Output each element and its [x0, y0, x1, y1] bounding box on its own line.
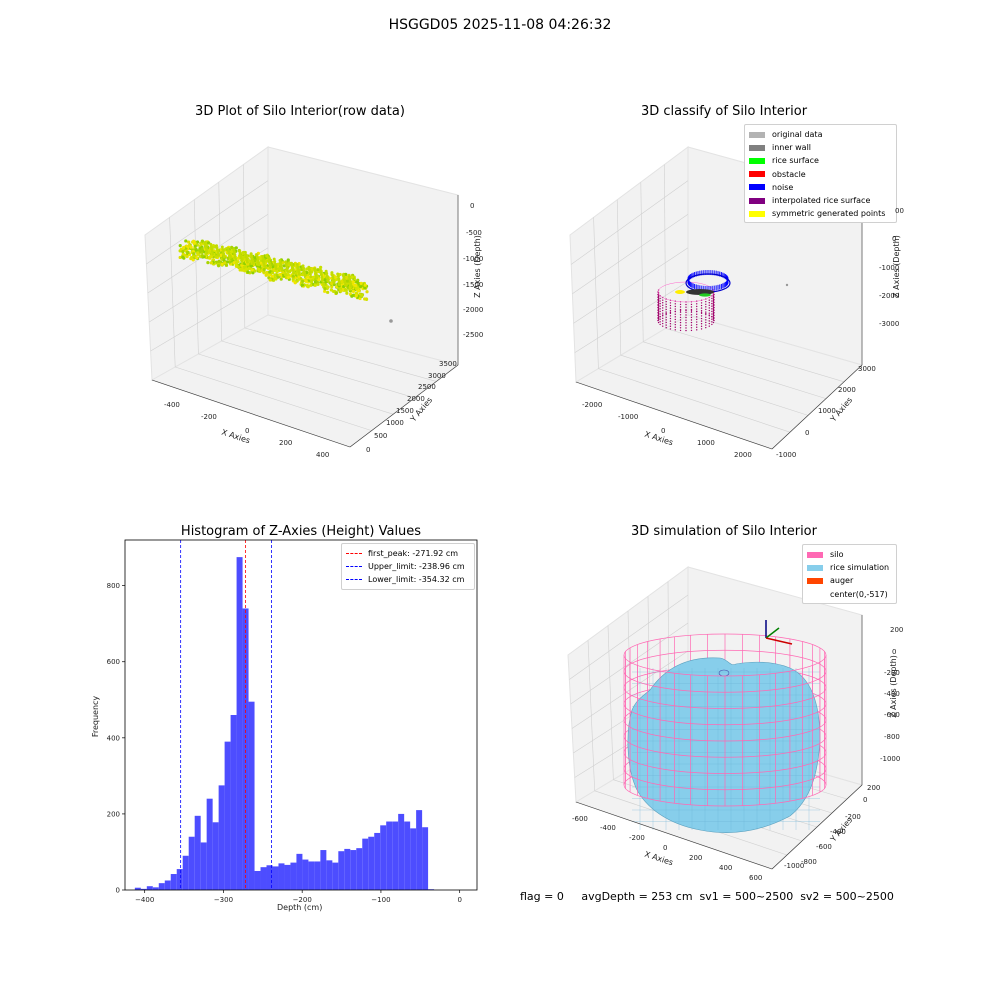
legend-swatch — [807, 578, 823, 584]
p4-ztick: -1000 — [880, 755, 900, 763]
status-footer: flag = 0 avgDepth = 253 cm sv1 = 500~250… — [520, 890, 894, 903]
legend-label: silo — [830, 550, 844, 559]
p4-xtick: 600 — [749, 874, 762, 882]
p4-ytick: -1000 — [784, 862, 804, 870]
legend-swatch — [807, 552, 823, 558]
p4-xtick: -600 — [572, 815, 588, 823]
p4-xtick: 0 — [663, 844, 667, 852]
legend-swatch — [807, 591, 823, 597]
p4-xtick: -400 — [600, 824, 616, 832]
legend-label: rice simulation — [830, 563, 889, 572]
legend-swatch — [807, 565, 823, 571]
p4-xtick: -200 — [629, 834, 645, 842]
legend-label: center(0,-517) — [830, 590, 888, 599]
rice-surface — [628, 658, 820, 833]
p4-ytick: -600 — [816, 843, 832, 851]
p4-zlabel: Z Axies (Depth) — [889, 655, 898, 718]
p4-legend: silo rice simulation auger center(0,-517… — [802, 544, 897, 604]
p4-xtick: 200 — [689, 854, 702, 862]
p4-ztick: -800 — [884, 733, 900, 741]
p4-xtick: 400 — [719, 864, 732, 872]
p4-ztick: 200 — [890, 626, 903, 634]
p4-ytick: 0 — [863, 796, 867, 804]
p4-ytick: 200 — [867, 784, 880, 792]
legend-label: auger — [830, 576, 853, 585]
